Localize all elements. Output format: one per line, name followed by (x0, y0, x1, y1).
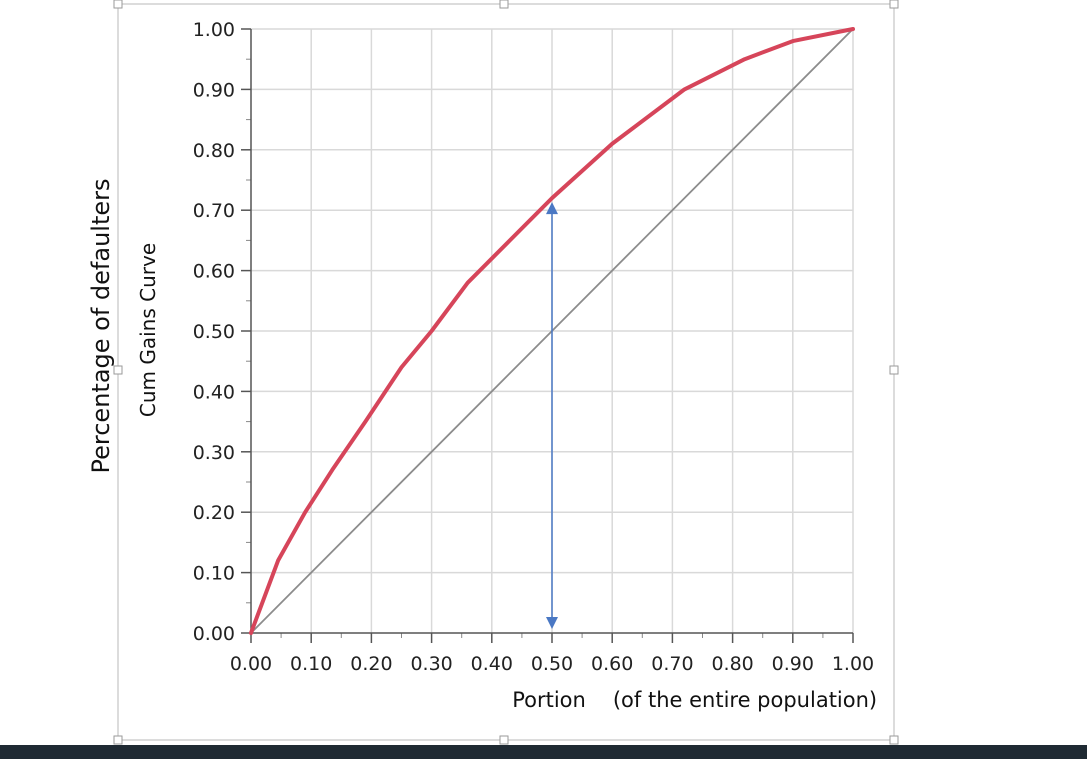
selection-frame[interactable] (113, 0, 899, 745)
y-tick-label: 0.40 (193, 381, 235, 403)
difference-arrow (546, 202, 558, 629)
x-tick-label: 0.70 (651, 653, 693, 675)
resize-handle (499, 735, 509, 745)
x-tick-label: 0.30 (410, 653, 452, 675)
y-tick-label: 0.50 (193, 321, 235, 343)
y-tick-label: 0.70 (193, 200, 235, 222)
x-tick-labels: 0.00 0.10 0.20 0.30 0.40 0.50 0.60 0.70 0.80 0.90… (230, 653, 874, 675)
resize-handle (113, 365, 123, 375)
arrow-head-bottom (546, 617, 558, 629)
y-axis-label: Cum Gains Curve (136, 243, 160, 417)
resize-handle (113, 0, 123, 9)
y-tick-label: 0.10 (193, 563, 235, 585)
y-tick-label: 0.30 (193, 442, 235, 464)
y-tick-labels: 0.00 0.10 0.20 0.30 0.40 0.50 0.60 0.70 0.80 0.90… (193, 19, 235, 645)
axes (241, 28, 854, 643)
y-tick-label: 0.00 (193, 623, 235, 645)
x-axis-annotation: (of the entire population) (613, 688, 877, 712)
x-tick-label: 0.00 (230, 653, 272, 675)
y-tick-label: 0.80 (193, 140, 235, 162)
y-tick-label: 0.60 (193, 261, 235, 283)
x-axis-label: Portion (512, 688, 586, 712)
cum-gains-line (249, 27, 855, 635)
x-tick-label: 0.90 (772, 653, 814, 675)
x-tick-label: 0.50 (531, 653, 573, 675)
x-tick-label: 0.40 (471, 653, 513, 675)
x-tick-label: 0.20 (350, 653, 392, 675)
y-tick-label: 0.20 (193, 502, 235, 524)
x-tick-label: 0.80 (711, 653, 753, 675)
x-tick-label: 1.00 (832, 653, 874, 675)
resize-handle (889, 735, 899, 745)
resize-handle (499, 0, 509, 9)
arrow-head-top (546, 202, 558, 215)
x-tick-label: 0.60 (591, 653, 633, 675)
y-tick-label: 1.00 (193, 19, 235, 41)
resize-handle (113, 735, 123, 745)
resize-handle (889, 365, 899, 375)
outer-ylabel: Percentage of defaulters (87, 179, 115, 474)
x-tick-label: 0.10 (290, 653, 332, 675)
resize-handle (889, 0, 899, 9)
bottom-bar (0, 745, 1087, 759)
y-tick-label: 0.90 (193, 79, 235, 101)
minor-ticks (246, 58, 824, 638)
